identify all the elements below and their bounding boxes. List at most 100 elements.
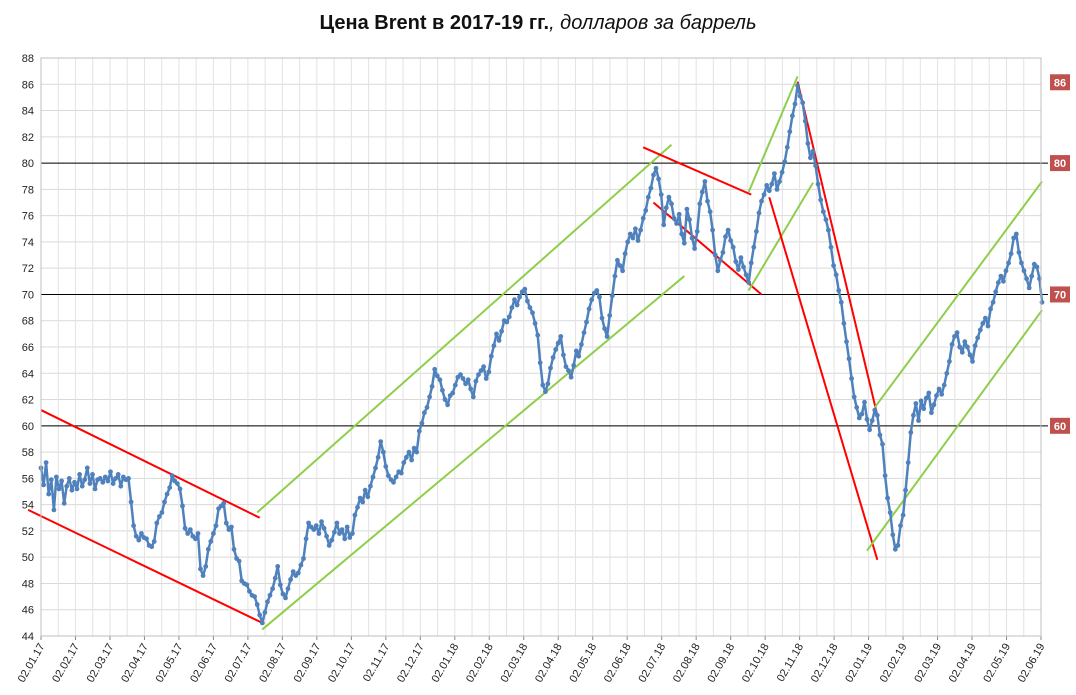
price-point	[627, 231, 633, 237]
x-tick-label: 02.07.17	[223, 642, 255, 685]
price-point	[362, 487, 368, 493]
level-label-60: 60	[1054, 421, 1066, 433]
y-tick-label: 78	[22, 184, 34, 196]
price-point	[460, 376, 466, 381]
price-point	[537, 360, 543, 366]
price-point	[342, 536, 348, 542]
price-point	[911, 412, 916, 418]
x-tick-label: 02.10.18	[740, 642, 772, 685]
price-point	[208, 539, 214, 544]
price-point	[59, 478, 64, 484]
price-point	[419, 420, 425, 426]
price-point	[687, 217, 692, 223]
price-point	[90, 472, 95, 477]
price-point	[257, 612, 263, 618]
price-point	[229, 524, 234, 530]
price-point	[280, 591, 286, 597]
price-point	[360, 499, 366, 505]
price-point	[265, 599, 270, 605]
price-point	[193, 536, 198, 542]
price-point	[167, 485, 173, 490]
price-point	[625, 239, 631, 245]
trend-line-6	[652, 201, 763, 296]
price-point	[651, 172, 656, 178]
trend-line-1	[40, 409, 261, 519]
level-badge-70	[1050, 286, 1070, 303]
price-point	[872, 407, 878, 413]
price-point	[236, 558, 242, 564]
price-point	[1008, 251, 1014, 257]
price-point	[707, 209, 713, 215]
price-point	[761, 192, 767, 198]
price-point	[957, 344, 963, 350]
price-point	[452, 382, 458, 388]
price-point	[967, 352, 973, 358]
price-point	[756, 210, 762, 216]
price-point	[864, 416, 870, 422]
price-point	[923, 395, 929, 401]
y-tick-label: 68	[22, 316, 34, 328]
price-point	[272, 575, 278, 581]
price-point	[666, 194, 672, 200]
price-point	[151, 539, 157, 544]
x-tick-label: 02.08.18	[671, 642, 703, 685]
price-point	[1029, 273, 1035, 279]
price-point	[337, 531, 342, 536]
price-point	[620, 268, 625, 274]
price-point	[815, 181, 821, 187]
price-point	[275, 564, 281, 569]
y-tick-label: 84	[22, 106, 34, 118]
price-point	[736, 267, 741, 272]
price-point	[301, 556, 306, 561]
price-point	[488, 353, 494, 359]
price-point	[800, 100, 806, 106]
price-point	[993, 289, 999, 295]
price-point	[79, 483, 85, 489]
price-point	[998, 273, 1004, 279]
price-point	[604, 334, 610, 339]
price-point	[267, 592, 273, 598]
price-point	[643, 208, 649, 213]
x-tick-label: 02.09.17	[292, 642, 324, 685]
price-point	[295, 570, 301, 576]
price-point	[975, 335, 981, 341]
reference-lines	[41, 162, 1048, 427]
price-point	[563, 364, 569, 370]
price-point	[303, 536, 309, 542]
chart-title: Цена Brent в 2017-19 гг., долларов за ба…	[0, 12, 1076, 35]
price-point	[326, 543, 332, 548]
price-point	[954, 330, 960, 335]
price-point	[56, 486, 62, 492]
price-point	[921, 406, 927, 412]
y-tick-label: 70	[22, 289, 34, 301]
price-point	[200, 573, 206, 578]
price-point	[977, 327, 983, 333]
price-point	[105, 478, 111, 484]
trend-line-3	[256, 143, 673, 514]
price-point	[77, 472, 82, 477]
price-point	[810, 148, 816, 154]
price-point	[1034, 264, 1040, 270]
price-point	[555, 340, 561, 346]
trend-line-9	[796, 81, 879, 416]
price-point	[952, 334, 957, 339]
price-point	[764, 183, 770, 188]
price-point	[908, 430, 914, 435]
price-point	[615, 257, 620, 263]
price-point	[931, 402, 937, 408]
price-point	[416, 428, 422, 434]
price-point	[543, 389, 548, 395]
x-tick-label: 02.12.17	[395, 642, 427, 685]
price-point	[962, 339, 968, 345]
price-point	[100, 479, 106, 485]
price-point	[929, 410, 934, 416]
price-point	[84, 465, 90, 471]
price-point	[900, 512, 906, 518]
price-point	[836, 288, 842, 293]
x-tick-label: 02.05.17	[154, 642, 186, 685]
price-point	[669, 201, 674, 207]
price-point	[270, 586, 275, 592]
x-tick-label: 02.11.17	[361, 642, 392, 684]
price-point	[213, 523, 219, 529]
price-point	[849, 376, 854, 381]
